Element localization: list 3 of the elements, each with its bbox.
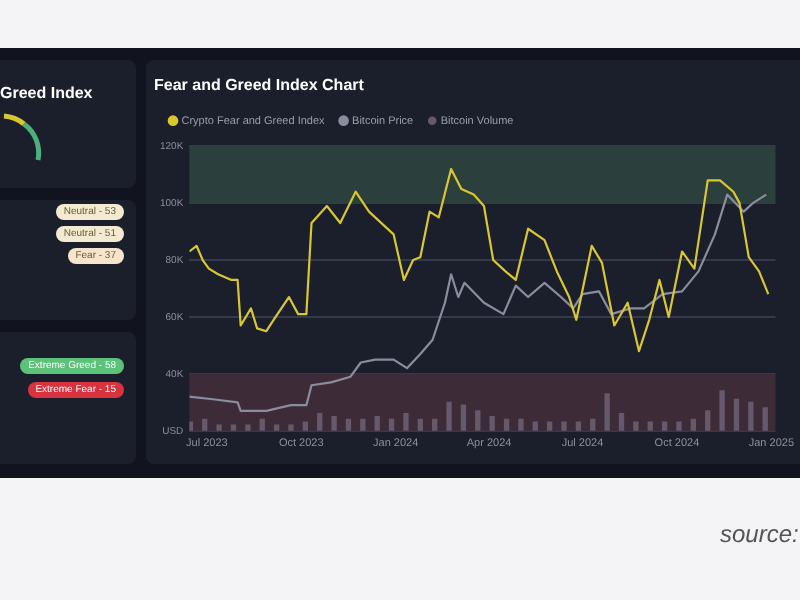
chart-title: Fear and Greed Index Chart: [154, 76, 365, 95]
source-note: source:: [720, 520, 799, 548]
text: Greed Index: [0, 84, 93, 102]
